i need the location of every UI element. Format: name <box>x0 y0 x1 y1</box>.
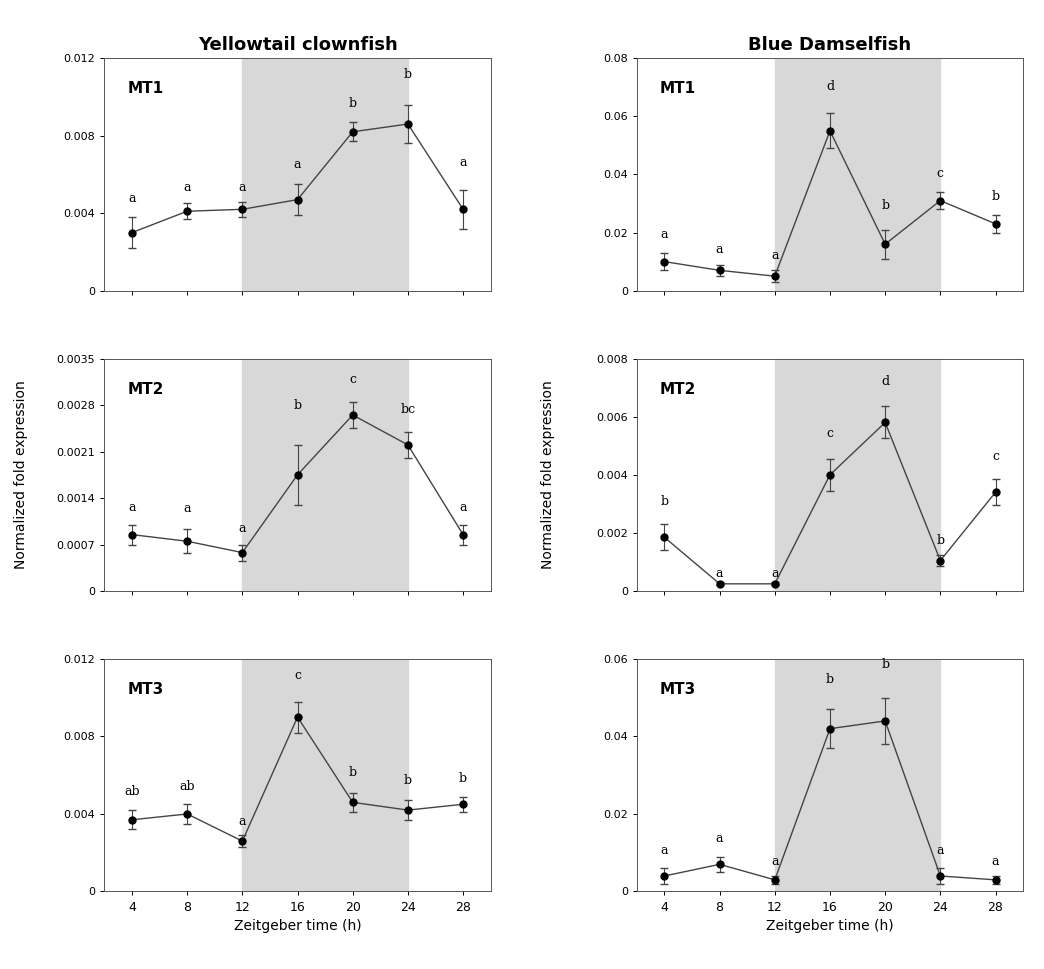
Text: c: c <box>992 451 999 463</box>
Text: b: b <box>992 191 999 203</box>
Text: a: a <box>128 501 136 514</box>
Text: a: a <box>293 158 302 171</box>
Text: MT1: MT1 <box>127 81 164 96</box>
Title: Blue Damselfish: Blue Damselfish <box>749 36 911 54</box>
Text: d: d <box>881 375 889 388</box>
Text: a: a <box>716 567 723 580</box>
Text: b: b <box>349 98 357 110</box>
Text: a: a <box>716 243 723 256</box>
Text: b: b <box>459 772 467 785</box>
Bar <box>775 659 941 891</box>
Text: b: b <box>404 69 412 81</box>
Bar <box>775 359 941 591</box>
Text: d: d <box>826 80 834 93</box>
Bar <box>242 359 408 591</box>
Bar <box>775 58 941 291</box>
Bar <box>242 58 408 291</box>
Text: b: b <box>881 658 889 671</box>
Text: b: b <box>661 495 668 509</box>
X-axis label: Zeitgeber time (h): Zeitgeber time (h) <box>234 919 361 933</box>
Text: MT1: MT1 <box>660 81 696 96</box>
Text: c: c <box>936 168 944 180</box>
Text: b: b <box>936 534 945 547</box>
Text: c: c <box>827 427 833 440</box>
Text: a: a <box>184 181 191 194</box>
Text: MT2: MT2 <box>127 382 164 396</box>
Text: a: a <box>992 856 999 868</box>
Text: a: a <box>772 249 779 262</box>
Text: bc: bc <box>400 403 416 416</box>
Text: b: b <box>293 398 302 412</box>
Text: a: a <box>661 844 668 857</box>
Text: Normalized fold expression: Normalized fold expression <box>14 381 28 569</box>
Text: a: a <box>459 156 467 169</box>
Bar <box>242 659 408 891</box>
Text: ab: ab <box>124 786 140 798</box>
Text: MT2: MT2 <box>660 382 696 396</box>
Text: a: a <box>128 193 136 205</box>
Text: a: a <box>239 181 246 194</box>
Text: a: a <box>772 856 779 868</box>
Text: a: a <box>661 229 668 241</box>
Text: c: c <box>350 373 356 386</box>
Text: a: a <box>716 832 723 845</box>
Text: ab: ab <box>180 780 195 793</box>
Text: b: b <box>881 200 889 212</box>
Text: c: c <box>294 670 301 682</box>
Text: a: a <box>936 844 944 857</box>
Text: a: a <box>239 815 246 828</box>
X-axis label: Zeitgeber time (h): Zeitgeber time (h) <box>766 919 894 933</box>
Text: a: a <box>184 502 191 515</box>
Text: a: a <box>459 501 467 514</box>
Text: MT3: MT3 <box>127 682 164 697</box>
Text: a: a <box>772 567 779 580</box>
Text: b: b <box>404 774 412 787</box>
Title: Yellowtail clownfish: Yellowtail clownfish <box>197 36 398 54</box>
Text: Normalized fold expression: Normalized fold expression <box>541 381 555 569</box>
Text: b: b <box>826 673 834 686</box>
Text: b: b <box>349 766 357 779</box>
Text: MT3: MT3 <box>660 682 696 697</box>
Text: a: a <box>239 521 246 535</box>
